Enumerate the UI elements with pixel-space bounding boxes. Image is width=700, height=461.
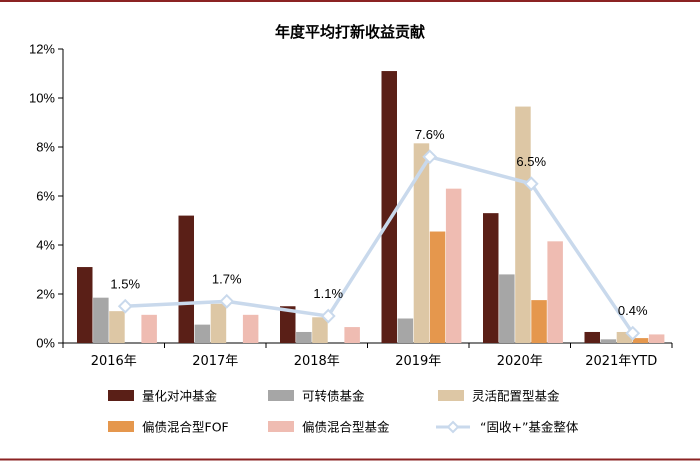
x-category-label: 2018年 — [294, 354, 340, 369]
bar — [429, 231, 446, 343]
bar — [632, 338, 649, 343]
data-label: 7.6% — [415, 127, 445, 142]
y-tick-label: 2% — [36, 287, 55, 302]
bar — [296, 331, 312, 343]
bar — [616, 331, 633, 343]
bar — [531, 300, 547, 343]
line-point — [219, 293, 235, 309]
bar — [499, 274, 515, 343]
y-tick-label: 12% — [29, 42, 55, 57]
legend-label: 灵活配置型基金 — [472, 389, 560, 404]
bar — [93, 297, 109, 343]
bar — [381, 71, 397, 344]
bar — [194, 324, 211, 343]
bar — [483, 213, 499, 343]
y-tick-label: 6% — [36, 189, 55, 204]
bar — [397, 318, 414, 343]
x-category-label: 2017年 — [192, 354, 238, 369]
legend-label: “固收+”基金整体 — [480, 420, 579, 435]
legend-swatch — [108, 390, 134, 401]
legend-label: 偏债混合型基金 — [302, 420, 390, 435]
legend-label: 偏债混合型FOF — [142, 420, 229, 435]
chart-title: 年度平均打新收益贡献 — [275, 23, 425, 41]
line-point — [523, 176, 539, 192]
data-label: 1.1% — [313, 286, 343, 301]
x-category-label: 2021年YTD — [585, 354, 657, 369]
legend-swatch — [268, 390, 294, 401]
y-tick-label: 10% — [29, 91, 55, 106]
y-tick-label: 4% — [36, 238, 55, 253]
bar — [178, 215, 194, 343]
bar — [344, 327, 360, 343]
data-label: 1.5% — [110, 276, 140, 291]
line-point — [320, 308, 336, 324]
bar — [109, 311, 125, 343]
bar — [648, 334, 665, 343]
bar — [77, 267, 93, 343]
line-point — [117, 298, 133, 314]
legend-marker — [446, 420, 460, 434]
bar — [445, 188, 462, 343]
bar — [600, 339, 617, 343]
bar — [413, 143, 430, 343]
y-tick-label: 0% — [36, 336, 55, 351]
x-category-label: 2020年 — [497, 354, 543, 369]
legend-label: 可转债基金 — [302, 389, 365, 404]
plot-area: 0% 2% 4% 6% 8% 10% 12% 2016年 2017年 2018年 2019年 2020… — [29, 42, 673, 369]
line-point — [422, 149, 438, 165]
bar — [242, 314, 259, 343]
bar — [584, 331, 600, 343]
data-label: 1.7% — [212, 271, 242, 286]
legend-swatch — [108, 421, 134, 432]
data-label: 0.4% — [618, 303, 648, 318]
series-line — [125, 155, 635, 335]
legend-swatch — [438, 390, 464, 401]
y-tick-label: 8% — [36, 140, 55, 155]
bar — [515, 106, 531, 343]
legend-swatch — [268, 421, 294, 432]
data-label: 6.5% — [516, 154, 546, 169]
bar — [547, 241, 563, 343]
bar — [141, 314, 157, 343]
line-point — [625, 325, 641, 341]
bar — [312, 317, 328, 343]
x-category-label: 2019年 — [395, 354, 441, 369]
legend-label: 量化对冲基金 — [142, 389, 218, 404]
bar — [280, 306, 296, 343]
bar — [210, 303, 227, 343]
x-category-label: 2016年 — [91, 354, 137, 369]
